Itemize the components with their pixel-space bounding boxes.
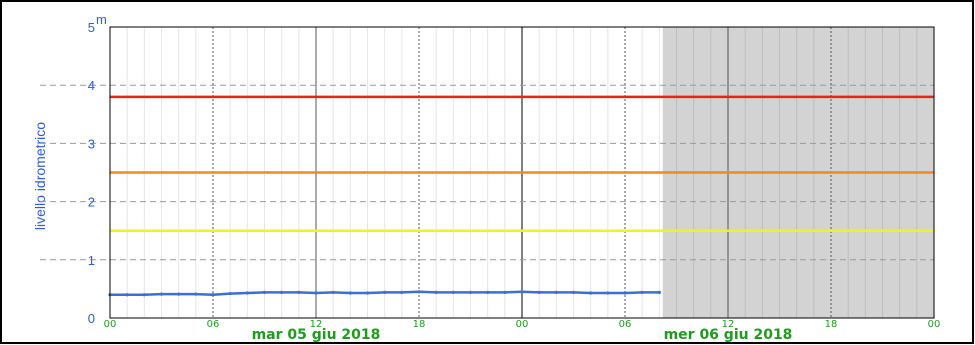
data-point xyxy=(554,290,558,294)
x-tick-label: 18 xyxy=(825,319,838,330)
threshold-lines xyxy=(110,95,934,232)
day-label: mer 06 giu 2018 xyxy=(664,327,793,343)
y-tick-label: 4 xyxy=(88,78,95,93)
data-point xyxy=(417,290,421,294)
data-point xyxy=(503,290,507,294)
x-tick-label: 12 xyxy=(722,319,735,330)
data-point xyxy=(194,292,198,296)
x-tick-label: 06 xyxy=(207,319,220,330)
day-labels: mar 05 giu 2018 mer 06 giu 2018 xyxy=(252,327,793,343)
x-tick-labels: 00 06 12 18 00 06 12 18 00 xyxy=(104,319,941,330)
data-point xyxy=(297,290,301,294)
data-point xyxy=(451,290,455,294)
data-point xyxy=(262,290,267,294)
data-point xyxy=(434,290,438,294)
data-point xyxy=(657,290,661,294)
y-tick-label: 0 xyxy=(88,311,95,326)
series-water-level xyxy=(108,290,661,297)
y-axis-title: livello idrometrico xyxy=(32,122,48,230)
data-point xyxy=(331,290,335,294)
data-point xyxy=(142,293,146,297)
data-point xyxy=(211,293,215,297)
x-tick-label: 12 xyxy=(310,319,323,330)
data-point xyxy=(245,291,249,295)
data-point xyxy=(314,291,318,295)
y-tick-label: 2 xyxy=(88,195,95,210)
data-point xyxy=(365,291,370,295)
day-label: mar 05 giu 2018 xyxy=(252,327,381,343)
data-point xyxy=(468,290,473,294)
data-point xyxy=(400,290,404,294)
data-point xyxy=(348,291,352,295)
data-point xyxy=(520,290,524,294)
data-point xyxy=(383,290,387,294)
x-tick-label: 18 xyxy=(413,319,426,330)
y-tick-label: 5 xyxy=(88,20,95,35)
data-point xyxy=(623,291,627,295)
data-point xyxy=(537,290,541,294)
data-point xyxy=(125,293,129,297)
x-tick-label: 00 xyxy=(928,319,941,330)
y-tick-label: 3 xyxy=(88,136,95,151)
data-point xyxy=(280,290,284,294)
data-point xyxy=(589,291,593,295)
data-point xyxy=(228,291,232,296)
data-point xyxy=(571,290,576,294)
y-tick-label: 1 xyxy=(88,253,95,268)
x-tick-label: 00 xyxy=(104,319,117,330)
data-point xyxy=(159,292,164,296)
x-tick-label: 06 xyxy=(619,319,632,330)
unit-label: m xyxy=(96,12,107,27)
y-tick-labels: 0 1 2 3 4 5 xyxy=(88,20,95,326)
x-tick-label: 00 xyxy=(516,319,529,330)
data-point xyxy=(177,292,181,296)
plot-frame xyxy=(109,26,935,319)
data-point xyxy=(486,290,490,294)
data-point xyxy=(640,290,644,294)
data-point xyxy=(606,291,610,295)
